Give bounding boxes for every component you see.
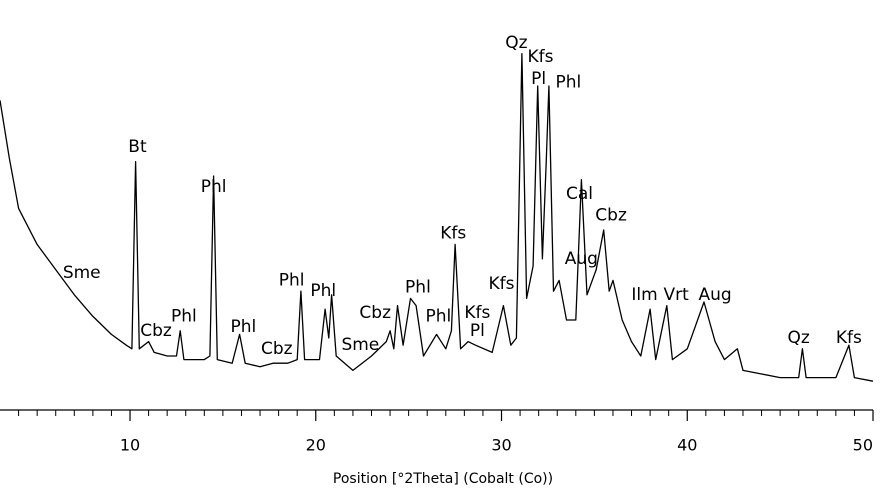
peak-label: Cbz	[595, 206, 627, 226]
peak-label: Aug	[699, 285, 732, 305]
peak-label: Phl	[171, 306, 197, 326]
peak-label: Phl	[425, 306, 451, 326]
peak-label: Phl	[310, 281, 336, 301]
x-tick-label: 30	[491, 436, 511, 455]
peak-label: Phl	[405, 278, 431, 298]
peak-label: Phl	[230, 317, 256, 337]
peak-label: Cbz	[140, 321, 172, 341]
x-tick-label: 40	[677, 436, 697, 455]
x-tick-label: 10	[120, 436, 140, 455]
peak-label: Kfs	[528, 47, 554, 67]
peak-label: Vrt	[663, 285, 689, 305]
peak-label: Kfs	[440, 224, 466, 244]
peak-label: Kfs	[489, 274, 515, 294]
peak-label: Cbz	[359, 303, 391, 323]
peak-label: Sme	[63, 263, 101, 283]
peak-label: Pl	[470, 321, 485, 341]
x-tick-label: 20	[306, 436, 326, 455]
peak-label: Aug	[565, 249, 598, 269]
peak-label: Cal	[566, 184, 593, 204]
peak-label: Phl	[279, 270, 305, 290]
peak-label: Kfs	[836, 328, 862, 348]
peak-label: Cbz	[261, 339, 293, 359]
peak-label: Pl	[531, 69, 546, 89]
peak-label: Phl	[201, 177, 227, 197]
x-tick-label: 50	[853, 436, 873, 455]
x-axis-label: Position [°2Theta] (Cobalt (Co))	[333, 471, 553, 487]
peak-label: Phl	[556, 72, 582, 92]
peak-label: Kfs	[464, 303, 490, 323]
diffraction-line	[0, 52, 874, 382]
peak-label: Ilm	[631, 285, 657, 305]
peak-label: Qz	[788, 328, 810, 348]
peak-label: Sme	[341, 335, 379, 355]
peak-label: Bt	[128, 137, 147, 157]
peak-label: Qz	[505, 33, 527, 53]
